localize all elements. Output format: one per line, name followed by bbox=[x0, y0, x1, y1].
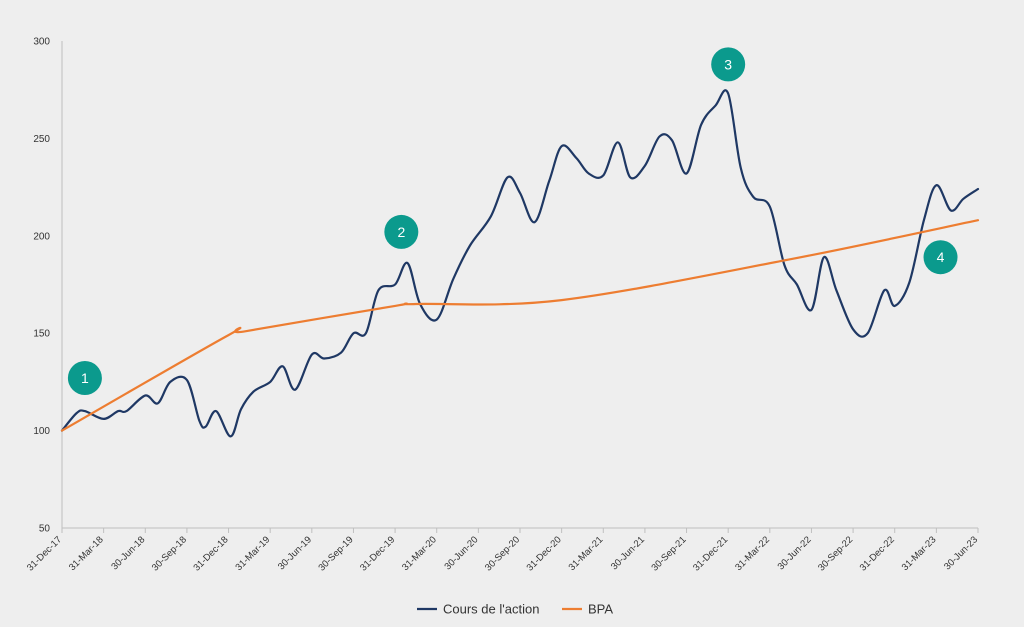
x-tick-label: 31-Dec-22 bbox=[858, 534, 897, 573]
eps-line bbox=[60, 219, 980, 432]
legend-label: BPA bbox=[588, 602, 613, 617]
share-price-line bbox=[60, 89, 980, 438]
x-tick-label: 31-Mar-21 bbox=[567, 534, 606, 573]
annotation-marker bbox=[384, 214, 419, 249]
x-tick-label: 31-Dec-19 bbox=[358, 534, 397, 573]
chart-annotations: 1 2 3 4 bbox=[67, 47, 958, 396]
x-tick-label: 30-Jun-21 bbox=[609, 534, 647, 572]
annotation-marker bbox=[67, 361, 102, 396]
x-tick-label: 31-Mar-19 bbox=[234, 534, 273, 573]
x-tick-label: 30-Sep-21 bbox=[650, 534, 689, 573]
annotation-label: 4 bbox=[937, 249, 945, 265]
x-tick-label: 30-Sep-22 bbox=[816, 534, 855, 573]
y-tick-label: 150 bbox=[33, 329, 50, 340]
x-tick-label: 30-Jun-23 bbox=[942, 534, 980, 572]
annotation-marker bbox=[923, 240, 958, 275]
annotation-label: 3 bbox=[724, 56, 732, 72]
x-tick-label: 30-Jun-22 bbox=[776, 534, 814, 572]
x-tick-label: 30-Jun-19 bbox=[276, 534, 314, 572]
legend-label: Cours de l'action bbox=[443, 602, 539, 617]
y-tick-label: 200 bbox=[33, 231, 50, 242]
x-tick-label: 30-Sep-19 bbox=[316, 534, 355, 573]
x-tick-label: 31-Dec-20 bbox=[525, 534, 564, 573]
y-tick-label: 250 bbox=[33, 134, 50, 145]
x-tick-label: 31-Dec-21 bbox=[691, 534, 730, 573]
chart-legend: Cours de l'action BPA bbox=[417, 602, 613, 617]
chart-series bbox=[60, 89, 980, 438]
x-tick-label: 30-Sep-20 bbox=[483, 534, 522, 573]
y-tick-label: 100 bbox=[33, 426, 50, 437]
x-tick-label: 31-Dec-18 bbox=[192, 534, 231, 573]
x-tick-label: 31-Mar-22 bbox=[733, 534, 772, 573]
y-tick-label: 50 bbox=[39, 524, 51, 535]
y-tick-label: 300 bbox=[33, 37, 50, 48]
x-tick-label: 31-Mar-20 bbox=[400, 534, 439, 573]
x-tick-label: 31-Mar-18 bbox=[67, 534, 106, 573]
x-tick-label: 30-Jun-20 bbox=[442, 534, 480, 572]
x-tick-label: 31-Dec-17 bbox=[25, 534, 64, 573]
x-tick-label: 31-Mar-23 bbox=[900, 534, 939, 573]
x-tick-label: 30-Jun-18 bbox=[109, 534, 147, 572]
x-tick-label: 30-Sep-18 bbox=[150, 534, 189, 573]
annotation-label: 2 bbox=[397, 224, 405, 240]
annotation-marker bbox=[711, 47, 746, 82]
annotation-label: 1 bbox=[81, 370, 89, 386]
